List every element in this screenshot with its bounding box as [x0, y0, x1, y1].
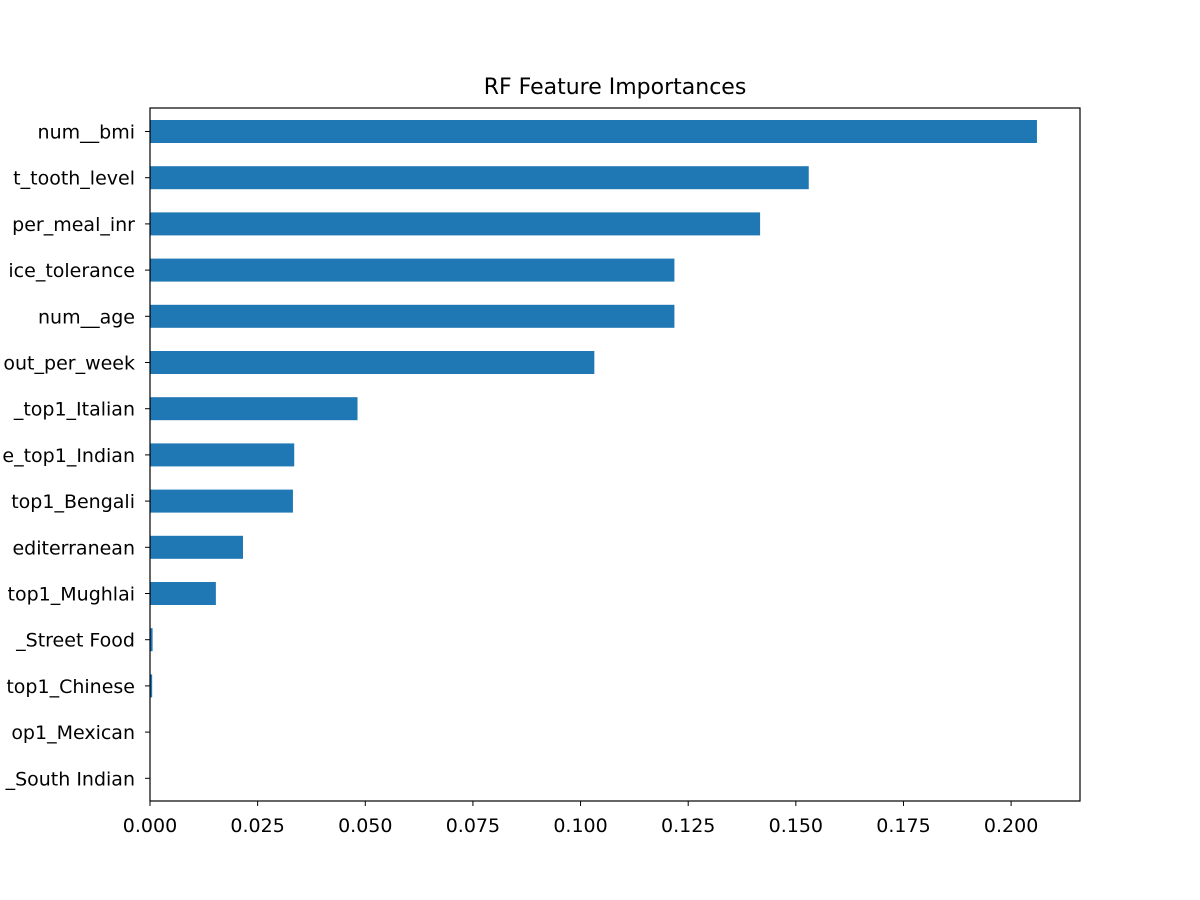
x-tick-label: 0.075: [446, 815, 500, 837]
y-tick-label: top1_Mughlai: [8, 584, 135, 606]
x-tick-label: 0.025: [230, 815, 284, 837]
bar-2: [150, 212, 761, 236]
y-tick-label: _top1_Italian: [13, 399, 135, 421]
y-tick-label: top1_Bengali: [11, 491, 135, 513]
y-tick-label: t_tooth_level: [13, 168, 135, 190]
chart-title: RF Feature Importances: [484, 75, 747, 100]
bar-6: [150, 397, 358, 421]
y-tick-label: _South Indian: [5, 768, 135, 790]
bar-8: [150, 489, 293, 513]
x-axis: 0.000 0.025 0.050 0.075 0.100 0.125 0.150 0.175…: [123, 801, 1038, 837]
y-tick-label: top1_Chinese: [6, 676, 135, 698]
bar-4: [150, 304, 675, 328]
bar-7: [150, 443, 295, 467]
x-tick-label: 0.175: [876, 815, 930, 837]
bar-11: [150, 628, 153, 652]
plot-frame: [149, 107, 1081, 802]
y-tick-label: per_meal_inr: [12, 214, 135, 236]
bar-10: [150, 582, 216, 605]
x-tick-label: 0.200: [984, 815, 1038, 837]
x-tick-label: 0.000: [123, 815, 177, 837]
bar-12: [150, 674, 153, 698]
y-tick-label: ice_tolerance: [8, 260, 135, 282]
y-tick-label: num__bmi: [38, 122, 135, 144]
y-axis: num__bmi t_tooth_level per_meal_inr ice_tol…: [2, 122, 150, 790]
bar-3: [150, 258, 675, 282]
bar-0: [150, 120, 1037, 143]
y-tick-label: editerranean: [12, 537, 135, 559]
y-tick-label: op1_Mexican: [11, 722, 135, 744]
y-tick-label: num__age: [38, 306, 135, 328]
y-tick-label: e_top1_Indian: [2, 445, 135, 467]
y-tick-label: out_per_week: [3, 353, 135, 375]
y-tick-label: _Street Food: [15, 630, 135, 652]
bars-layer: [150, 120, 1037, 790]
bar-5: [150, 351, 595, 374]
x-tick-label: 0.100: [553, 815, 607, 837]
x-tick-label: 0.150: [769, 815, 823, 837]
x-tick-label: 0.050: [338, 815, 392, 837]
bar-1: [150, 166, 809, 190]
bar-9: [150, 535, 243, 559]
x-tick-label: 0.125: [661, 815, 715, 837]
